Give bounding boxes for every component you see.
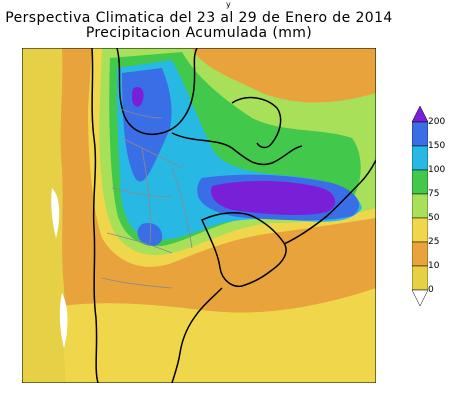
- stray-mark: y: [226, 0, 231, 9]
- precipitation-map: [22, 48, 376, 383]
- legend-swatch-25: [412, 217, 428, 243]
- legend-label-100: 100: [428, 165, 446, 175]
- legend-label-0: 0: [428, 285, 434, 295]
- border-line: [231, 96, 282, 149]
- legend-swatch-below-0: [412, 289, 428, 307]
- precip-band-200: [132, 87, 144, 107]
- legend-swatch-200: [412, 106, 428, 123]
- border-line: [91, 48, 99, 383]
- border-line: [116, 48, 198, 135]
- legend-swatch-50: [412, 193, 428, 219]
- coastline: [171, 287, 223, 383]
- precip-band-25-south: [22, 288, 376, 383]
- legend-label-200: 200: [428, 117, 446, 127]
- legend-swatch-10: [412, 241, 428, 267]
- coastline: [283, 159, 376, 245]
- legend-label-10: 10: [428, 261, 440, 271]
- legend-swatch-100: [412, 145, 428, 171]
- border-line: [171, 132, 303, 166]
- legend-label-75: 75: [428, 189, 440, 199]
- legend-swatch-150: [412, 121, 428, 147]
- precip-band-200: [211, 180, 336, 216]
- legend-label-50: 50: [428, 213, 440, 223]
- legend-swatch-0: [412, 265, 428, 291]
- province-line: [101, 107, 193, 289]
- no-data-patch: [51, 188, 60, 238]
- border-line: [201, 212, 287, 288]
- map-subtitle: Precipitacion Acumulada (mm): [85, 25, 313, 41]
- color-legend: 200 150 100 75 50 25 10 0: [412, 106, 460, 322]
- map-title: Perspectiva Climatica del 23 al 29 de En…: [5, 10, 393, 26]
- precip-band-150: [137, 222, 163, 246]
- legend-swatch-75: [412, 169, 428, 195]
- no-data-patch: [59, 293, 68, 348]
- precip-band-0-west: [22, 48, 66, 383]
- legend-label-25: 25: [428, 237, 440, 247]
- legend-label-150: 150: [428, 141, 446, 151]
